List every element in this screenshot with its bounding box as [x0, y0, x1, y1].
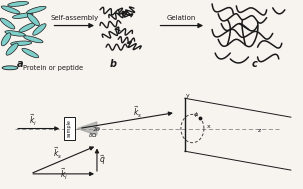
Text: $\delta\Omega$: $\delta\Omega$ [88, 131, 97, 139]
Text: $\vec{k}_s$: $\vec{k}_s$ [133, 105, 142, 120]
Ellipse shape [6, 43, 18, 55]
Text: Gelation: Gelation [167, 15, 196, 21]
Ellipse shape [33, 24, 46, 35]
FancyBboxPatch shape [64, 117, 75, 140]
Ellipse shape [24, 36, 43, 43]
Ellipse shape [0, 18, 15, 29]
Polygon shape [77, 122, 97, 135]
Text: y: y [185, 93, 189, 98]
Ellipse shape [12, 13, 33, 19]
Text: $\vec{k}_s$: $\vec{k}_s$ [53, 146, 62, 161]
Text: $\vec{k}_i$: $\vec{k}_i$ [60, 166, 68, 182]
Ellipse shape [1, 33, 11, 46]
Text: $2\theta$: $2\theta$ [92, 125, 102, 133]
Text: a: a [16, 59, 23, 69]
Text: $\vec{q}$: $\vec{q}$ [99, 153, 106, 167]
Ellipse shape [27, 6, 46, 13]
Text: z: z [258, 128, 261, 133]
Text: sample: sample [67, 120, 72, 137]
Ellipse shape [8, 2, 29, 6]
Text: $\vec{k}_i$: $\vec{k}_i$ [29, 113, 37, 128]
Ellipse shape [2, 66, 18, 70]
Ellipse shape [11, 41, 32, 46]
Text: Protein or peptide: Protein or peptide [23, 65, 83, 71]
Text: b: b [110, 59, 117, 69]
Ellipse shape [22, 48, 39, 58]
Text: Self-assembly: Self-assembly [50, 15, 98, 21]
Ellipse shape [27, 14, 39, 26]
Text: x: x [207, 124, 210, 129]
Text: $\phi$: $\phi$ [193, 110, 199, 119]
Ellipse shape [5, 31, 25, 36]
Ellipse shape [19, 23, 36, 32]
Ellipse shape [1, 6, 20, 14]
Text: c: c [252, 59, 257, 69]
